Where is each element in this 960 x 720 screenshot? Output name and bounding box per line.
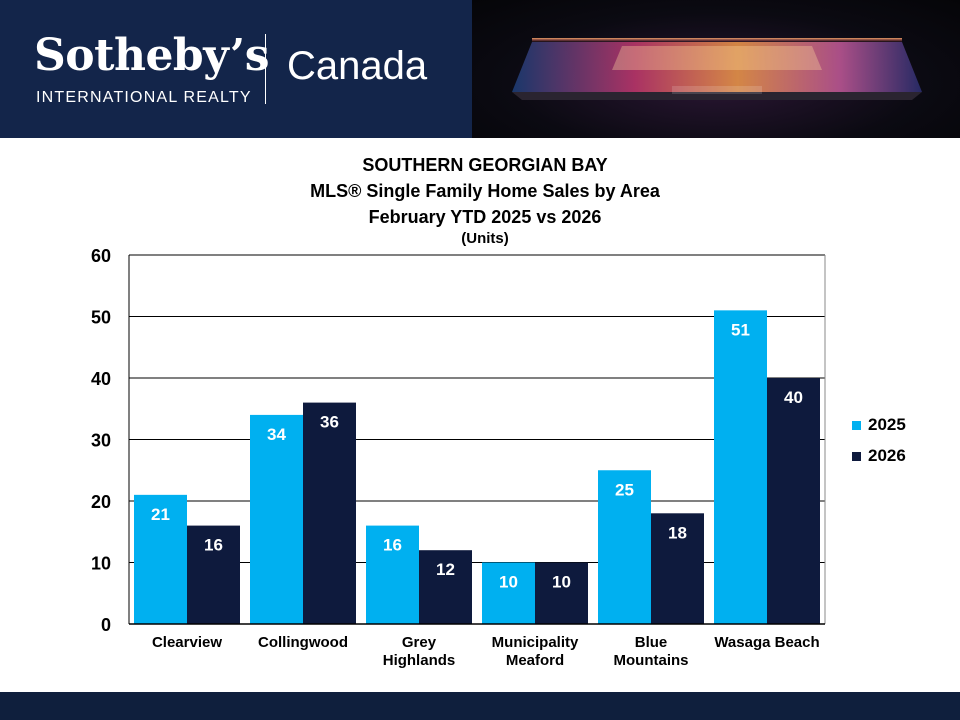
bar-2025-3 [482,562,535,624]
legend-item-2026: 2026 [852,445,906,467]
data-label-2025-2: 16 [383,536,402,555]
bar-2025-5 [714,310,767,624]
bar-2026-5 [767,378,820,624]
chart-title: SOUTHERN GEORGIAN BAY [362,155,608,175]
data-label-2026-0: 16 [204,536,223,555]
brand-panel: Sotheby’s INTERNATIONAL REALTY Canada [0,0,472,138]
bar-2026-0 [187,525,240,624]
brand-logo-subtitle: INTERNATIONAL REALTY [36,89,252,106]
x-tick-label-4-0: Blue [635,634,668,651]
x-tick-label-0-0: Clearview [152,634,222,651]
bar-2025-4 [598,470,651,624]
laptop-photo [472,0,960,138]
bar-2026-4 [651,513,704,624]
data-label-2026-4: 18 [668,523,687,542]
data-label-2025-3: 10 [499,573,518,592]
y-tick-label-50: 50 [91,308,111,328]
bar-2026-2 [419,550,472,624]
chart-subtitle: MLS® Single Family Home Sales by Area [310,181,660,201]
y-tick-label-30: 30 [91,431,111,451]
bar-2026-1 [303,402,356,624]
legend-item-2025: 2025 [852,414,906,436]
data-label-2026-3: 10 [552,573,571,592]
y-tick-label-0: 0 [101,615,111,635]
data-label-2026-5: 40 [784,388,803,407]
data-label-2026-1: 36 [320,413,339,432]
x-tick-label-3-0: Municipality [492,634,579,651]
chart-period: February YTD 2025 vs 2026 [368,207,602,227]
x-tick-label-3-1: Meaford [506,652,564,669]
legend-swatch-2026 [852,451,861,461]
data-label-2025-0: 21 [151,505,170,524]
x-tick-label-2-0: Grey [402,634,437,651]
footer-bar [0,692,960,720]
data-label-2025-5: 51 [731,320,750,339]
brand-region: Canada [287,44,428,88]
legend-swatch-2025 [852,420,861,430]
y-tick-label-60: 60 [91,246,111,266]
x-tick-label-2-1: Highlands [383,652,456,669]
brand-logo-name: Sotheby’s [34,30,269,81]
laptop-image [512,38,922,100]
chart-legend: 2025 2026 [852,414,906,476]
data-label-2025-1: 34 [267,425,286,444]
chart-title-block: SOUTHERN GEORGIAN BAY MLS® Single Family… [0,152,960,248]
bar-2025-0 [134,494,187,624]
legend-label-2025: 2025 [868,415,906,434]
x-tick-label-4-1: Mountains [614,652,689,669]
bar-2025-1 [250,414,303,624]
header-banner: Sotheby’s INTERNATIONAL REALTY Canada [0,0,960,138]
bar-2025-2 [366,525,419,624]
brand-divider [265,34,266,104]
y-tick-label-10: 10 [91,554,111,574]
data-label-2026-2: 12 [436,560,455,579]
x-tick-label-1-0: Collingwood [258,634,348,651]
x-tick-label-5-0: Wasaga Beach [714,634,819,651]
bar-2026-3 [535,562,588,624]
y-tick-label-40: 40 [91,369,111,389]
y-tick-label-20: 20 [91,492,111,512]
data-label-2025-4: 25 [615,480,634,499]
legend-label-2026: 2026 [868,446,906,465]
chart-units: (Units) [461,230,509,247]
